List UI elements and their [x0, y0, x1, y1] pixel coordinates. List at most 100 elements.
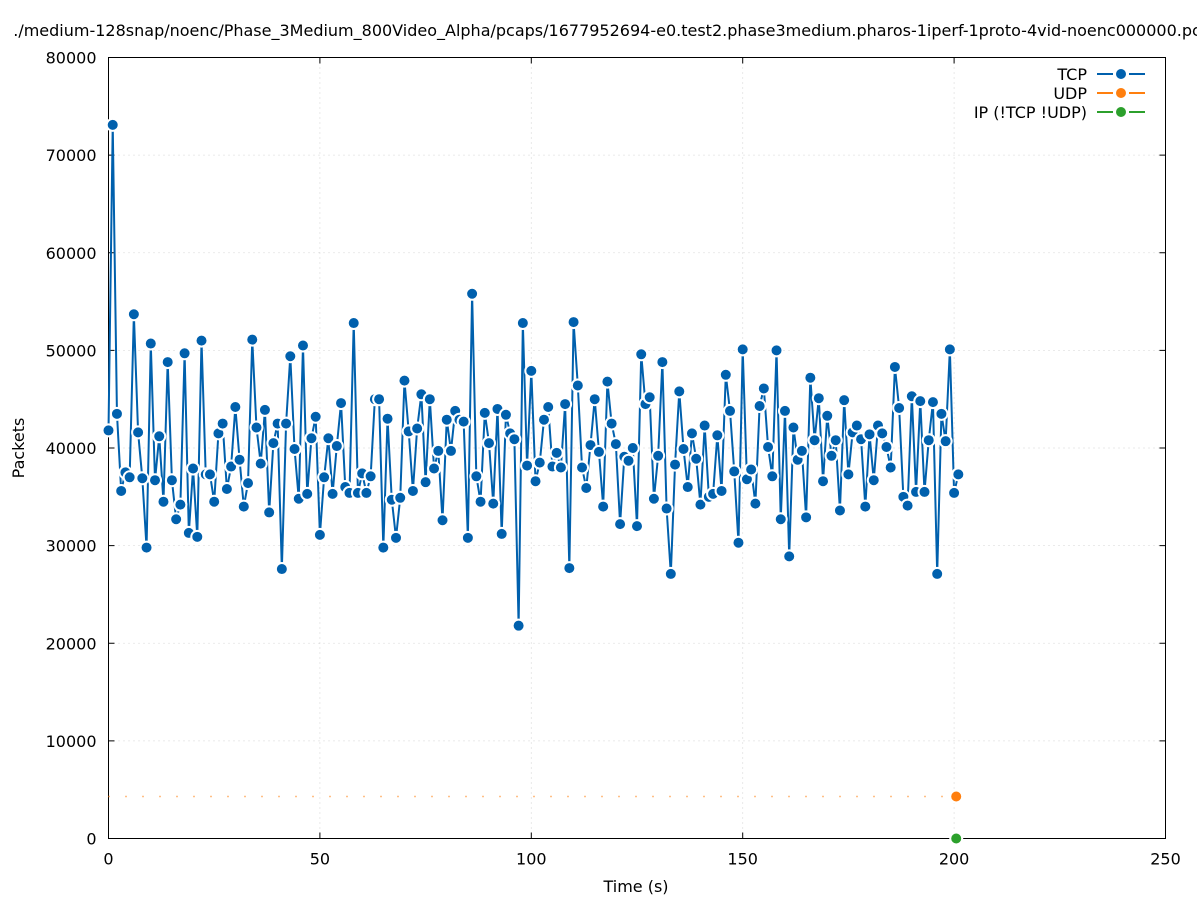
tcp-point [194, 333, 209, 348]
tcp-point [693, 497, 708, 512]
tcp-point [114, 483, 129, 498]
y-tick-label: 80000 [46, 49, 97, 68]
tcp-point [274, 562, 289, 577]
tcp-point [152, 429, 167, 444]
tcp-point [131, 425, 146, 440]
chart-title: ./medium-128snap/noenc/Phase_3Medium_800… [13, 21, 1197, 41]
tcp-point [173, 497, 188, 512]
tcp-point [477, 405, 492, 420]
tcp-point [304, 431, 319, 446]
tcp-point [832, 503, 847, 518]
y-tick-label: 30000 [46, 537, 97, 556]
y-tick-label: 10000 [46, 732, 97, 751]
tcp-point [143, 336, 158, 351]
tcp-point [164, 473, 179, 488]
tcp-point [727, 464, 742, 479]
tcp-point [295, 338, 310, 353]
tcp-point [524, 363, 539, 378]
tcp-point [245, 332, 260, 347]
tcp-point [177, 346, 192, 361]
tcp-point [858, 499, 873, 514]
tcp-point [917, 484, 932, 499]
tcp-point [122, 470, 137, 485]
tcp-point [672, 384, 687, 399]
tcp-series-line [107, 123, 960, 627]
tcp-point [820, 408, 835, 423]
tcp-point [951, 467, 966, 482]
tcp-point [837, 393, 852, 408]
tcp-point [372, 392, 387, 407]
tcp-point [579, 481, 594, 496]
tcp-point [363, 469, 378, 484]
tcp-point [397, 373, 412, 388]
legend-label: TCP [1056, 65, 1087, 84]
tcp-point [300, 486, 315, 501]
tcp-point [389, 530, 404, 545]
legend-marker [1114, 67, 1128, 81]
tcp-point [934, 406, 949, 421]
tcp-point [938, 434, 953, 449]
tcp-point [655, 355, 670, 370]
tcp-point [642, 390, 657, 405]
tcp-point [811, 391, 826, 406]
axis-ticks: 0 50 100 150 200 250 0 10000 20000 30000 40000 5000… [46, 49, 1181, 869]
tcp-point [731, 535, 746, 550]
tcp-point [714, 483, 729, 498]
tcp-point [169, 512, 184, 527]
legend-marker [1114, 86, 1128, 100]
tcp-point [498, 407, 513, 422]
tcp-point [435, 513, 450, 528]
tcp-point [482, 436, 497, 451]
x-tick-label: 150 [727, 850, 758, 869]
tcp-point [215, 416, 230, 431]
tcp-point [418, 475, 433, 490]
tcp-point [646, 491, 661, 506]
tcp-point [465, 286, 480, 301]
tcp-point [744, 462, 759, 477]
tcp-point [608, 437, 623, 452]
x-tick-label: 50 [310, 850, 330, 869]
tcp-point [761, 440, 776, 455]
tcp-point [591, 444, 606, 459]
tcp-point [135, 471, 150, 486]
tcp-point [604, 416, 619, 431]
legend-label: UDP [1053, 84, 1087, 103]
tcp-point [139, 540, 154, 555]
tcp-point [575, 460, 590, 475]
tcp-point [799, 510, 814, 525]
tcp-point [600, 374, 615, 389]
tcp-point [663, 566, 678, 581]
tcp-point [710, 428, 725, 443]
tcp-point [621, 453, 636, 468]
tcp-point [190, 529, 205, 544]
tcp-point [803, 370, 818, 385]
udp-point [949, 789, 964, 804]
ip-point [949, 831, 964, 846]
tcp-point [334, 396, 349, 411]
tcp-point [427, 461, 442, 476]
tcp-point [460, 530, 475, 545]
tcp-point [126, 307, 141, 322]
tcp-point [253, 456, 268, 471]
tcp-point [148, 473, 163, 488]
x-axis-title: Time (s) [602, 877, 668, 896]
y-tick-label: 60000 [46, 244, 97, 263]
tcp-point [308, 409, 323, 424]
tcp-point [562, 561, 577, 576]
tcp-point [942, 342, 957, 357]
tcp-point [723, 403, 738, 418]
tcp-point [241, 476, 256, 491]
tcp-point [777, 403, 792, 418]
tcp-point [469, 469, 484, 484]
y-tick-label: 20000 [46, 634, 97, 653]
tcp-point [317, 470, 332, 485]
tcp-point [549, 445, 564, 460]
tcp-point [312, 527, 327, 542]
tcp-point [431, 443, 446, 458]
tcp-point [697, 418, 712, 433]
series-layer [101, 117, 966, 846]
tcp-point [879, 440, 894, 455]
x-tick-label: 200 [939, 850, 970, 869]
tcp-point [892, 400, 907, 415]
tcp-point [325, 486, 340, 501]
